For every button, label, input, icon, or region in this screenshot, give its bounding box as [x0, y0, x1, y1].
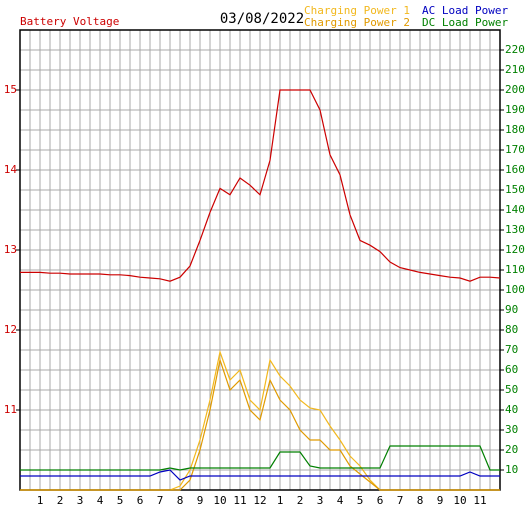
- x-tick-label: 7: [157, 494, 164, 507]
- series-line: [20, 469, 500, 481]
- y2-tick-label: 110: [505, 263, 525, 276]
- series-line: [20, 89, 501, 282]
- y2-tick-label: 200: [505, 83, 525, 96]
- chart-title: 03/08/2022: [220, 11, 304, 27]
- x-tick-label: 6: [377, 494, 384, 507]
- series-line: [20, 445, 500, 471]
- y2-tick-label: 210: [505, 63, 525, 76]
- legend-label: Charging Power 2: [304, 16, 410, 29]
- y2-tick-label: 80: [505, 323, 518, 336]
- y-tick-label: 15: [4, 83, 17, 96]
- x-tick-label: 5: [357, 494, 364, 507]
- x-tick-label: 10: [453, 494, 466, 507]
- legend-label: DC Load Power: [422, 16, 508, 29]
- y2-tick-label: 130: [505, 223, 525, 236]
- y2-tick-label: 90: [505, 303, 518, 316]
- y-tick-label: 13: [4, 243, 17, 256]
- legend-label: Battery Voltage: [20, 15, 119, 28]
- x-tick-label: 1: [277, 494, 284, 507]
- x-tick-label: 6: [137, 494, 144, 507]
- y2-tick-label: 140: [505, 203, 525, 216]
- x-tick-label: 5: [117, 494, 124, 507]
- x-tick-label: 3: [317, 494, 324, 507]
- y2-tick-label: 50: [505, 383, 518, 396]
- y2-tick-label: 190: [505, 103, 525, 116]
- y2-tick-label: 150: [505, 183, 525, 196]
- x-tick-label: 7: [397, 494, 404, 507]
- y-tick-label: 12: [4, 323, 17, 336]
- x-tick-label: 4: [97, 494, 104, 507]
- y2-tick-label: 100: [505, 283, 525, 296]
- y2-tick-label: 20: [505, 443, 518, 456]
- x-tick-label: 8: [417, 494, 424, 507]
- plot-frame: [19, 29, 501, 491]
- y2-tick-label: 160: [505, 163, 525, 176]
- y2-tick-label: 60: [505, 363, 518, 376]
- y2-tick-label: 220: [505, 43, 525, 56]
- x-tick-label: 8: [177, 494, 184, 507]
- series-line: [20, 357, 500, 491]
- x-tick-label: 2: [57, 494, 64, 507]
- x-tick-label: 3: [77, 494, 84, 507]
- legend-label: AC Load Power: [422, 4, 508, 17]
- x-tick-label: 10: [213, 494, 226, 507]
- x-tick-label: 1: [37, 494, 44, 507]
- y-tick-label: 14: [4, 163, 18, 176]
- y2-tick-label: 180: [505, 123, 525, 136]
- legend-label: Charging Power 1: [304, 4, 410, 17]
- y-tick-label: 11: [4, 403, 17, 416]
- y2-tick-label: 170: [505, 143, 525, 156]
- x-tick-label: 9: [197, 494, 204, 507]
- x-tick-label: 12: [253, 494, 266, 507]
- x-tick-label: 9: [437, 494, 444, 507]
- x-tick-label: 11: [233, 494, 246, 507]
- x-tick-label: 11: [473, 494, 486, 507]
- y2-tick-label: 70: [505, 343, 518, 356]
- y2-tick-label: 120: [505, 243, 525, 256]
- y2-tick-label: 40: [505, 403, 518, 416]
- x-tick-label: 4: [337, 494, 344, 507]
- y2-tick-label: 10: [505, 463, 518, 476]
- x-tick-label: 2: [297, 494, 304, 507]
- y2-tick-label: 30: [505, 423, 518, 436]
